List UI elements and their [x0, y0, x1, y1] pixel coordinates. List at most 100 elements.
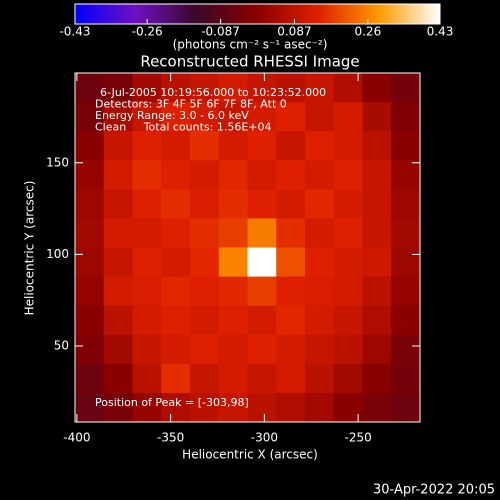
heatmap-cell [218, 334, 248, 365]
heatmap-cell [75, 102, 105, 132]
heatmap-cell [190, 247, 220, 278]
y-tick-label: 100 [46, 247, 69, 261]
colorbar [74, 3, 441, 25]
heatmap-cell [333, 218, 363, 248]
heatmap-cell [391, 131, 421, 161]
heatmap-cell [305, 218, 335, 248]
heatmap-cell [333, 276, 363, 307]
heatmap-cell [190, 305, 220, 336]
heatmap-cell [333, 363, 363, 394]
heatmap-cell [161, 131, 191, 161]
heatmap-cell [333, 334, 363, 365]
heatmap-cell [362, 189, 392, 219]
heatmap-cell [247, 131, 277, 161]
heatmap-cell [362, 334, 392, 365]
heatmap-cell [103, 392, 133, 423]
heatmap-cell [161, 392, 191, 423]
heatmap-cell [276, 160, 306, 190]
heatmap-cell [218, 189, 248, 219]
heatmap-cell [75, 363, 105, 394]
heatmap-cell [391, 334, 421, 365]
heatmap-cell [305, 102, 335, 132]
heatmap-cell [161, 218, 191, 248]
heatmap-cell [305, 189, 335, 219]
heatmap-cell [218, 392, 248, 423]
heatmap-cell [218, 305, 248, 336]
heatmap-cell [218, 73, 248, 103]
y-tick-label: 150 [46, 155, 69, 169]
heatmap-cell [161, 305, 191, 336]
heatmap-cell [362, 305, 392, 336]
heatmap-cell [161, 334, 191, 365]
heatmap-cell [333, 131, 363, 161]
heatmap-cell [75, 189, 105, 219]
heatmap-cell [103, 73, 133, 103]
heatmap-cell [247, 218, 277, 248]
heatmap-cell [362, 160, 392, 190]
annotation: Energy Range: 3.0 - 6.0 keV [95, 109, 249, 122]
heatmap-cell [305, 392, 335, 423]
heatmap-cell [103, 160, 133, 190]
colorbar-tick-label: 0.26 [354, 25, 381, 39]
heatmap-cell [391, 363, 421, 394]
heatmap-cell [103, 189, 133, 219]
heatmap-cell [132, 247, 162, 278]
heatmap-cell [218, 160, 248, 190]
heatmap-cell [103, 218, 133, 248]
heatmap-cell [362, 247, 392, 278]
heatmap-cell [391, 189, 421, 219]
heatmap-cell [305, 276, 335, 307]
heatmap-cell [103, 276, 133, 307]
heatmap-cell [190, 392, 220, 423]
x-tick-label: -350 [157, 431, 184, 445]
heatmap-cell [103, 131, 133, 161]
heatmap-cell [362, 73, 392, 103]
heatmap-cell [247, 363, 277, 394]
x-tick-label: -250 [345, 431, 372, 445]
heatmap-cell [305, 247, 335, 278]
heatmap-cell [190, 73, 220, 103]
heatmap-cell [362, 218, 392, 248]
heatmap-cell [190, 363, 220, 394]
heatmap-cell [305, 334, 335, 365]
footer: 30-Apr-2022 20:05 [373, 483, 495, 498]
heatmap-cell [276, 276, 306, 307]
heatmap-cell [362, 392, 392, 423]
heatmap-cell [276, 305, 306, 336]
heatmap-cell [305, 131, 335, 161]
heatmap-cell [190, 189, 220, 219]
heatmap-cell [103, 363, 133, 394]
heatmap-cell [391, 218, 421, 248]
heatmap-cell [132, 218, 162, 248]
heatmap-cell [276, 392, 306, 423]
heatmap-cell [391, 392, 421, 423]
heatmap-cell [276, 218, 306, 248]
colorbar-tick-label: -0.43 [59, 25, 90, 39]
colorbar-label: (photons cm⁻² s⁻¹ asec⁻²) [173, 38, 328, 52]
peak-label: Position of Peak = [-303,98] [95, 396, 249, 409]
heatmap-cell [391, 305, 421, 336]
heatmap-cell [132, 276, 162, 307]
heatmap-cell [103, 102, 133, 132]
heatmap-cell [161, 276, 191, 307]
heatmap-cell [161, 73, 191, 103]
heatmap-cell [362, 102, 392, 132]
heatmap-cell [190, 102, 220, 132]
heatmap-cell [161, 102, 191, 132]
heatmap-cell [276, 131, 306, 161]
heatmap-cell [247, 305, 277, 336]
heatmap-cell [276, 363, 306, 394]
heatmap-cell [75, 334, 105, 365]
x-tick-label: -300 [251, 431, 278, 445]
colorbar-tick-label: -0.26 [132, 25, 163, 39]
heatmap-cell [247, 189, 277, 219]
heatmap-cell [75, 247, 105, 278]
heatmap-cell [161, 247, 191, 278]
heatmap-cell [362, 131, 392, 161]
heatmap-cell [132, 131, 162, 161]
heatmap-cell [247, 160, 277, 190]
x-axis-label: Heliocentric X (arcsec) [182, 448, 318, 462]
heatmap-cell [333, 305, 363, 336]
heatmap-cell [103, 305, 133, 336]
heatmap-cell [103, 334, 133, 365]
